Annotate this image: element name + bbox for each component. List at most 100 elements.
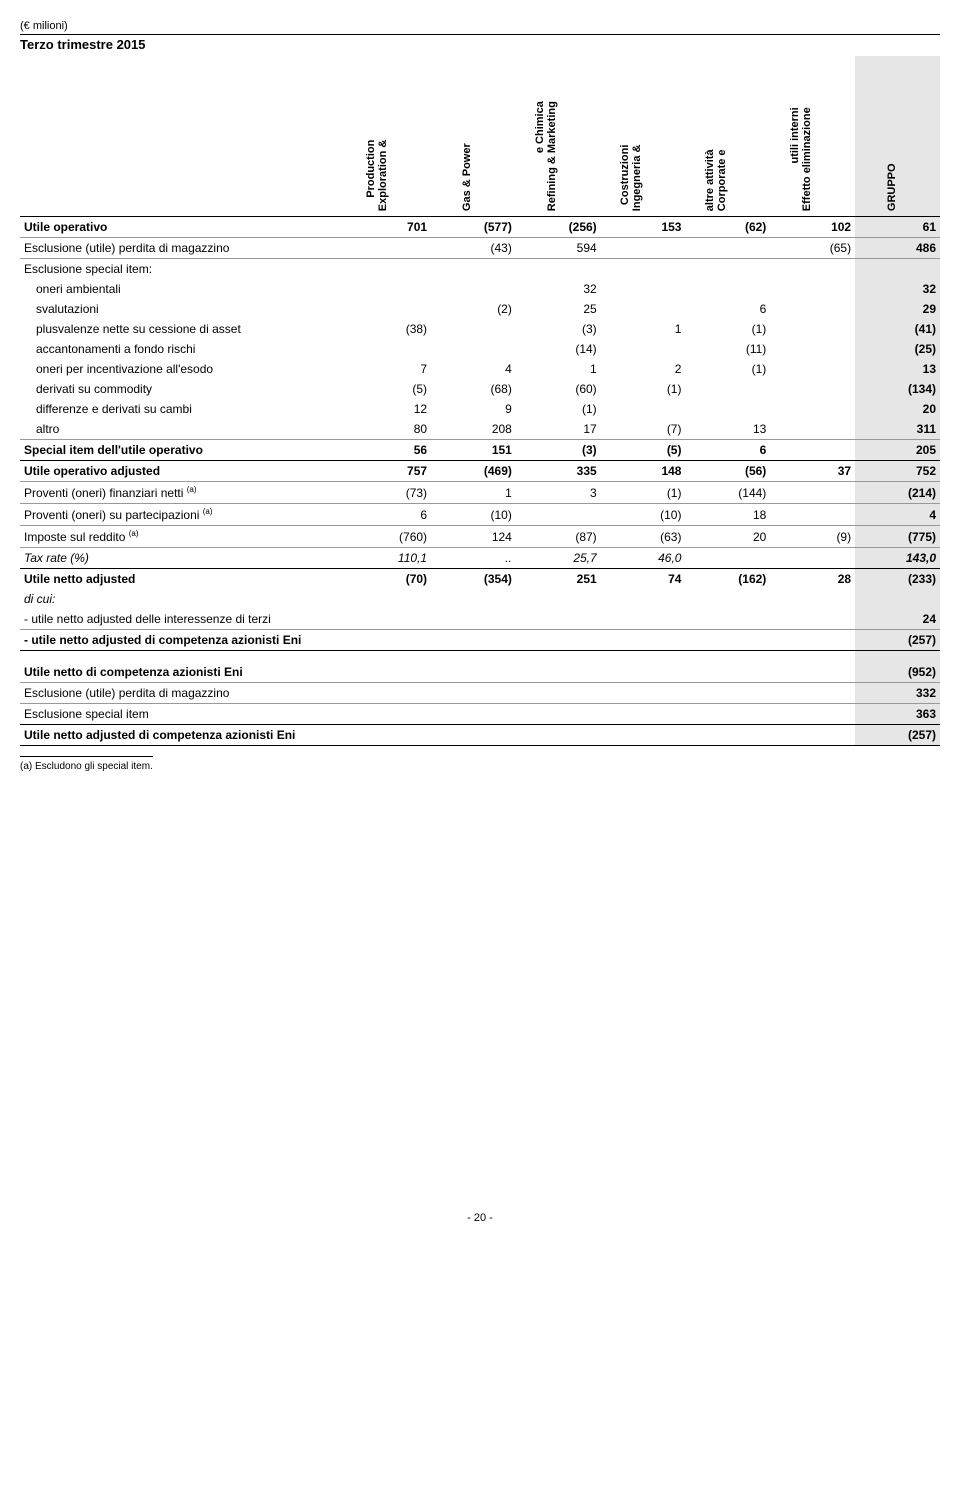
cell-value — [770, 682, 855, 703]
cell-value — [685, 279, 770, 299]
cell-value — [516, 589, 601, 609]
cell-value: 124 — [431, 525, 516, 547]
cell-value: (38) — [346, 319, 431, 339]
col-header: utili interniEffetto eliminazione — [770, 56, 855, 216]
cell-value — [431, 682, 516, 703]
cell-value: (14) — [516, 339, 601, 359]
row-label: Imposte sul reddito (a) — [20, 525, 346, 547]
cell-value — [770, 481, 855, 503]
cell-value: (3) — [516, 319, 601, 339]
table-row: Utile operativo701(577)(256)153(62)10261 — [20, 216, 940, 237]
cell-value — [770, 650, 855, 682]
cell-value — [770, 703, 855, 724]
cell-value: (41) — [855, 319, 940, 339]
table-row: Esclusione (utile) perdita di magazzino (… — [20, 237, 940, 258]
cell-value — [855, 589, 940, 609]
cell-value: 151 — [431, 439, 516, 460]
cell-value — [516, 703, 601, 724]
cell-value: 6 — [685, 299, 770, 319]
cell-value — [431, 258, 516, 279]
table-row: Special item dell'utile operativo56151(3… — [20, 439, 940, 460]
cell-value: 6 — [685, 439, 770, 460]
cell-value — [516, 503, 601, 525]
cell-value — [431, 703, 516, 724]
cell-value: 486 — [855, 237, 940, 258]
cell-value — [346, 237, 431, 258]
cell-value — [855, 258, 940, 279]
cell-value: (43) — [431, 237, 516, 258]
cell-value — [516, 629, 601, 650]
cell-value — [770, 724, 855, 745]
col-header-gruppo: GRUPPO — [855, 56, 940, 216]
cell-value: 148 — [601, 460, 686, 481]
blank-header — [20, 56, 346, 216]
cell-value: 29 — [855, 299, 940, 319]
cell-value: 32 — [516, 279, 601, 299]
table-row: Esclusione special item 363 — [20, 703, 940, 724]
cell-value — [770, 339, 855, 359]
cell-value — [601, 279, 686, 299]
cell-value: 37 — [770, 460, 855, 481]
cell-value — [770, 589, 855, 609]
cell-value — [770, 319, 855, 339]
row-label: - utile netto adjusted delle interessenz… — [20, 609, 346, 630]
cell-value: 143,0 — [855, 547, 940, 568]
row-label: Esclusione special item — [20, 703, 346, 724]
cell-value — [601, 299, 686, 319]
cell-value: 2 — [601, 359, 686, 379]
cell-value — [685, 379, 770, 399]
cell-value — [770, 439, 855, 460]
cell-value — [685, 237, 770, 258]
footnote: (a) Escludono gli special item. — [20, 756, 153, 772]
cell-value — [601, 609, 686, 630]
row-label: derivati su commodity — [20, 379, 346, 399]
cell-value — [770, 299, 855, 319]
cell-value: (68) — [431, 379, 516, 399]
row-label: differenze e derivati su cambi — [20, 399, 346, 419]
cell-value — [346, 279, 431, 299]
cell-value — [770, 279, 855, 299]
cell-value: (87) — [516, 525, 601, 547]
cell-value — [685, 547, 770, 568]
table-row: oneri ambientali3232 — [20, 279, 940, 299]
cell-value — [601, 258, 686, 279]
row-label: - utile netto adjusted di competenza azi… — [20, 629, 346, 650]
cell-value: (1) — [601, 379, 686, 399]
cell-value: 251 — [516, 568, 601, 589]
table-row: Utile netto adjusted(70)(354)25174(162)2… — [20, 568, 940, 589]
financial-table: ProductionExploration & Gas & Power e Ch… — [20, 56, 940, 746]
period-title: Terzo trimestre 2015 — [20, 37, 940, 52]
col-header: ProductionExploration & — [346, 56, 431, 216]
cell-value: 363 — [855, 703, 940, 724]
table-row: differenze e derivati su cambi129(1)20 — [20, 399, 940, 419]
cell-value: 46,0 — [601, 547, 686, 568]
cell-value — [346, 258, 431, 279]
cell-value: .. — [431, 547, 516, 568]
cell-value: (214) — [855, 481, 940, 503]
cell-value: (354) — [431, 568, 516, 589]
cell-value — [516, 609, 601, 630]
table-row: di cui: — [20, 589, 940, 609]
cell-value: (11) — [685, 339, 770, 359]
cell-value — [685, 724, 770, 745]
row-label: plusvalenze nette su cessione di asset — [20, 319, 346, 339]
table-row: Utile netto adjusted di competenza azion… — [20, 724, 940, 745]
row-label: Utile netto di competenza azionisti Eni — [20, 650, 346, 682]
cell-value: (3) — [516, 439, 601, 460]
cell-value: 757 — [346, 460, 431, 481]
row-label: Utile netto adjusted di competenza azion… — [20, 724, 346, 745]
cell-value: 80 — [346, 419, 431, 440]
cell-value: 9 — [431, 399, 516, 419]
table-row: altro8020817(7)13311 — [20, 419, 940, 440]
table-row: Esclusione (utile) perdita di magazzino3… — [20, 682, 940, 703]
cell-value: (10) — [601, 503, 686, 525]
cell-value — [431, 589, 516, 609]
cell-value: 18 — [685, 503, 770, 525]
table-row: accantonamenti a fondo rischi(14)(11)(25… — [20, 339, 940, 359]
cell-value: (5) — [346, 379, 431, 399]
row-label: di cui: — [20, 589, 346, 609]
cell-value — [431, 724, 516, 745]
cell-value: (9) — [770, 525, 855, 547]
row-label: Esclusione (utile) perdita di magazzino — [20, 237, 346, 258]
cell-value: 1 — [516, 359, 601, 379]
